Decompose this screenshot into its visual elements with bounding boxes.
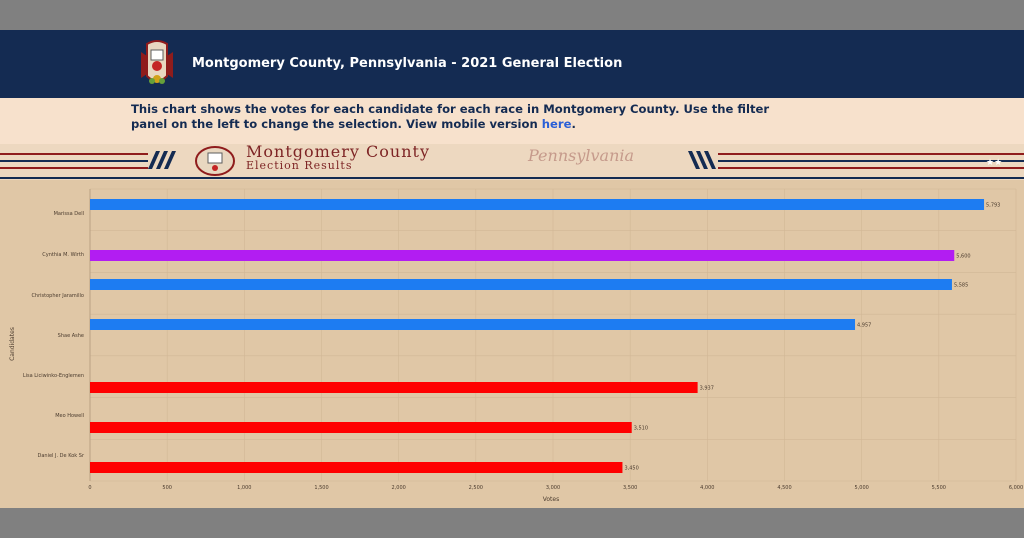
x-tick-label: 1,000 [237, 485, 251, 491]
intro-description: This chart shows the votes for each cand… [131, 102, 770, 131]
intro-panel [0, 98, 1024, 144]
candidate-label: Meo Howell [55, 413, 84, 419]
x-tick-label: 3,500 [623, 485, 637, 491]
bar-5 [90, 422, 632, 433]
candidate-label: Christopher Jaramillo [31, 293, 84, 299]
mobile-version-link[interactable]: here [541, 117, 572, 131]
bar-value-label: 3,450 [624, 466, 638, 472]
bar-value-label: 5,600 [956, 254, 970, 260]
y-axis-label: Candidates [9, 327, 16, 361]
bar-6 [90, 462, 623, 473]
banner-subtitle: Election Results [246, 159, 353, 172]
banner-script: Pennsylvania [528, 146, 635, 165]
banner-stripe-left-navy [0, 160, 148, 162]
x-tick-label: 2,500 [469, 485, 483, 491]
bar-2 [90, 279, 952, 290]
bar-value-label: 5,793 [986, 203, 1000, 209]
intro-suffix: . [571, 117, 576, 131]
bar-value-label: 3,510 [634, 426, 648, 432]
bar-4 [90, 382, 698, 393]
chart-labels: 0 500 1,000 1,500 2,000 2,500 3,000 3,500 4,000 4… [23, 203, 1023, 492]
page-title: Montgomery County, Pennsylvania - 2021 G… [192, 56, 623, 71]
bar-value-label: 4,957 [857, 323, 871, 329]
banner-stripe-left-red [0, 153, 148, 155]
x-tick-label: 5,000 [855, 485, 869, 491]
candidate-label: Marissa Dell [54, 211, 84, 217]
chart-gridlines [89, 188, 1017, 482]
banner-bottom-rule [0, 177, 1024, 179]
candidate-label: Cynthia M. Wirth [42, 252, 84, 258]
bar-0 [90, 199, 985, 210]
candidate-label: Lisa Liciwinko-Englemen [23, 373, 84, 379]
x-tick-label: 500 [162, 485, 172, 491]
bar-3 [90, 319, 856, 330]
banner-seal-icon [195, 146, 235, 176]
x-tick-label: 3,000 [546, 485, 560, 491]
bar-value-label: 5,585 [954, 283, 968, 289]
x-tick-label: 2,000 [392, 485, 406, 491]
banner-chevron-right [688, 151, 716, 169]
bar-value-label: 3,937 [700, 386, 714, 392]
x-axis-label: Votes [543, 496, 559, 503]
banner-stripe-right-red-2 [718, 167, 1024, 169]
chart-area: 0 500 1,000 1,500 2,000 2,500 3,000 3,500 4,000 4… [0, 181, 1024, 508]
chart-bars [90, 199, 985, 473]
intro-text: This chart shows the votes for each cand… [131, 102, 771, 132]
banner-title: Montgomery County [246, 142, 430, 161]
candidate-label: Daniel J. De Kok Sr [38, 453, 85, 459]
svg-text:★★: ★★ [986, 158, 1002, 166]
banner-stripe-left-red-2 [0, 167, 148, 169]
banner-stripe-right-navy [718, 160, 1024, 162]
candidate-label: Shae Ashe [58, 333, 84, 339]
x-tick-label: 1,500 [314, 485, 328, 491]
banner-stripe-right-red [718, 153, 1024, 155]
x-tick-label: 4,000 [700, 485, 714, 491]
banner-chevron-left [148, 151, 176, 169]
county-seal-logo [133, 36, 181, 92]
x-tick-label: 6,000 [1009, 485, 1023, 491]
x-tick-label: 4,500 [777, 485, 791, 491]
votes-bar-chart: 0 500 1,000 1,500 2,000 2,500 3,000 3,500 4,000 4… [9, 188, 1023, 503]
stars-icon: ★★ [986, 158, 1002, 166]
x-tick-label: 0 [88, 485, 91, 491]
bar-1 [90, 250, 955, 261]
x-tick-label: 5,500 [932, 485, 946, 491]
